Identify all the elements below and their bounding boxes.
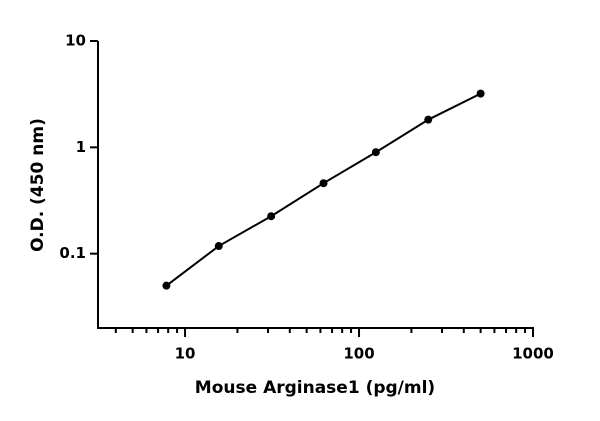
fit-line — [165, 92, 482, 287]
x-tick-label: 100 — [343, 345, 374, 363]
x-axis-title: Mouse Arginase1 (pg/ml) — [195, 378, 435, 398]
data-point — [267, 212, 276, 221]
y-axis-title: O.D. (450 nm) — [28, 118, 48, 252]
data-point — [476, 89, 485, 98]
x-tick-label: 10 — [175, 345, 196, 363]
y-tick-label: 10 — [65, 32, 86, 50]
data-point — [214, 242, 223, 251]
y-tick-label: 0.1 — [59, 244, 86, 262]
data-point — [319, 179, 328, 188]
x-tick-label: 1000 — [512, 345, 554, 363]
data-point — [424, 115, 433, 124]
y-tick-label: 1 — [76, 138, 86, 156]
data-point — [162, 281, 171, 290]
data-point — [371, 148, 380, 157]
